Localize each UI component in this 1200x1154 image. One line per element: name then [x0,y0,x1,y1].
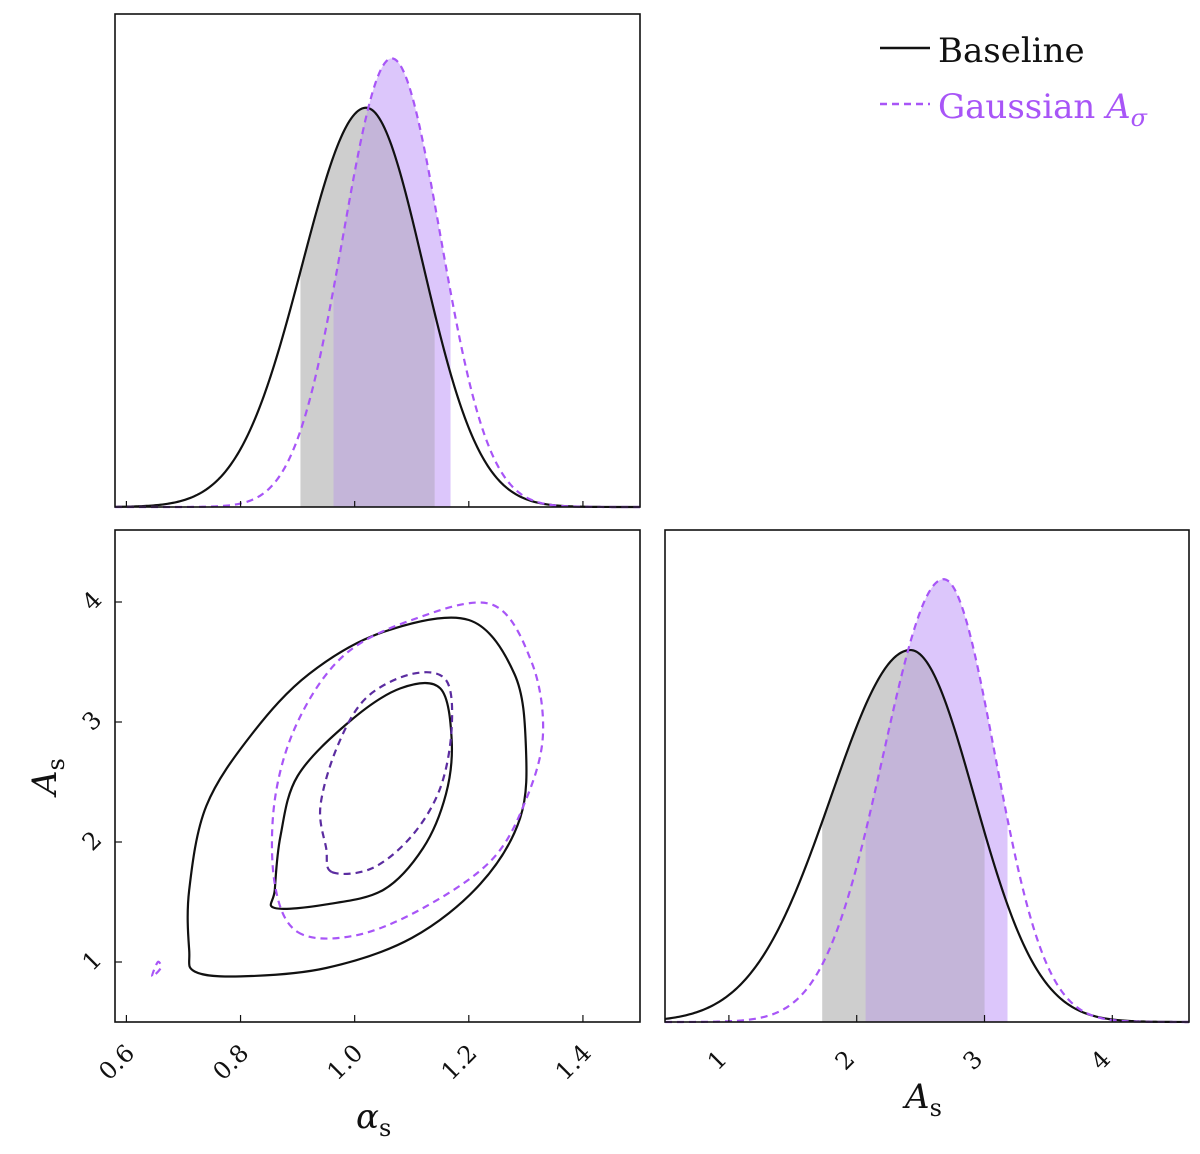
A-s-subscript-x: s [930,1094,942,1122]
A-s-symbol-y: A [25,770,65,798]
x-axis-label-alpha-s: αs [356,1097,391,1142]
baseline-95-contour [186,616,528,978]
baseline-68-contour [269,681,454,910]
A-s-tick-label: 2 [830,1045,861,1076]
alpha-s-marginal-panel [114,13,641,509]
legend: Baseline Gaussian Aσ [880,31,1148,132]
A-s-symbol-x: A [902,1077,930,1117]
legend-gaussian-text: Gaussian [938,87,1106,127]
A-s-marginal-panel: 1 2 3 4 [664,529,1190,1076]
alpha-s-tick-label: 1.2 [436,1039,483,1086]
A-s-marginal-frame [664,529,1190,1023]
legend-gaussian-symbol: A [1103,87,1131,127]
alpha-s-symbol: α [356,1097,379,1137]
contour-panel: 0.6 0.8 1.0 1.2 1.4 1 2 3 4 [77,529,641,1086]
A-s-y-tick-label: 1 [77,946,108,977]
alpha-s-subscript: s [379,1114,391,1142]
A-s-marginal-overlap-fill [865,650,985,1022]
alpha-s-tick-label: 0.8 [207,1039,254,1086]
A-s-y-tick-label: 2 [77,826,108,857]
A-s-tick-label: 1 [702,1045,733,1076]
gaussian-68-contour [318,671,454,876]
A-s-tick-label: 3 [958,1045,989,1076]
legend-gaussian-subscript: σ [1131,104,1148,132]
A-s-subscript-y: s [42,758,70,770]
alpha-s-tick-label: 0.6 [93,1039,140,1086]
A-s-y-tick-label: 4 [77,586,108,617]
alpha-s-tick-label: 1.0 [322,1039,369,1086]
legend-gaussian-label: Gaussian Aσ [938,87,1148,132]
x-axis-label-A-s: As [902,1077,942,1122]
legend-baseline-label: Baseline [938,31,1085,71]
gaussian-island-contour [150,960,162,978]
contour-frame [114,529,641,1023]
A-s-tick-label: 4 [1085,1045,1116,1076]
alpha-s-tick-label: 1.4 [550,1039,597,1086]
A-s-marginal-gaussian-curve [665,578,1190,1024]
alpha-s-marginal-frame [114,13,641,508]
y-axis-label-A-s: As [25,758,70,798]
A-s-y-tick-label: 3 [77,706,108,737]
